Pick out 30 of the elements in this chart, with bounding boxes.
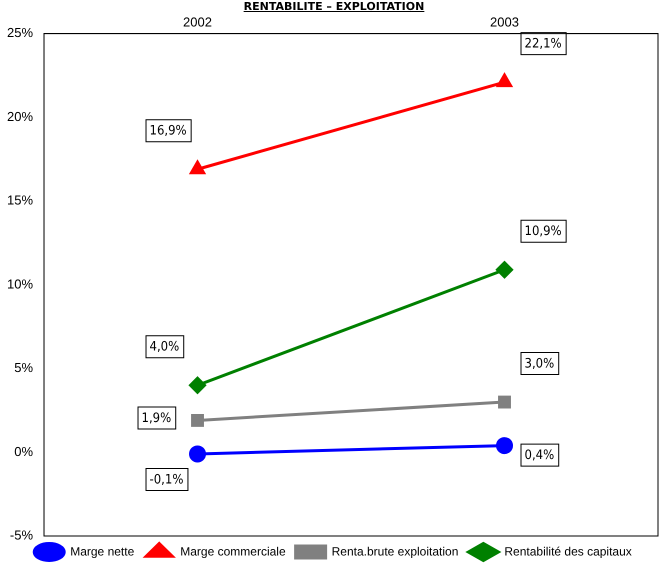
y-tick-label: 0%	[14, 444, 34, 459]
legend-label: Renta.brute exploitation	[332, 544, 458, 558]
legend-label: Rentabilité des capitaux	[504, 544, 632, 558]
point	[496, 261, 514, 278]
data-label: 0,4%	[524, 448, 554, 463]
x-tick-label: 2002	[183, 14, 212, 30]
x-tick-label: 2003	[490, 14, 519, 30]
y-tick-label: 15%	[6, 192, 34, 208]
data-label: 1,9%	[142, 410, 172, 426]
point	[496, 437, 514, 454]
y-tick-label: 5%	[14, 360, 34, 376]
point	[190, 160, 206, 174]
legend-label: Marge commerciale	[180, 544, 286, 558]
y-tick-label: 10%	[6, 276, 34, 292]
data-label: 16,9%	[150, 124, 187, 139]
data-label: 3,0%	[524, 356, 554, 372]
y-tick-label: -5%	[10, 528, 34, 543]
data-label: 4,0%	[150, 340, 180, 355]
y-tick-label: 25%	[6, 25, 34, 40]
data-label: -0,1%	[150, 472, 184, 488]
point	[496, 74, 512, 88]
point	[191, 414, 204, 427]
data-label: 10,9%	[524, 224, 562, 240]
point	[189, 376, 206, 394]
legend-label: Marge nette	[70, 544, 135, 558]
data-label: 22,1%	[524, 36, 562, 52]
point	[189, 445, 206, 462]
point	[498, 396, 511, 408]
y-tick-label: 20%	[6, 108, 34, 124]
chart-title: RENTABILITE – EXPLOITATION	[242, 0, 426, 14]
